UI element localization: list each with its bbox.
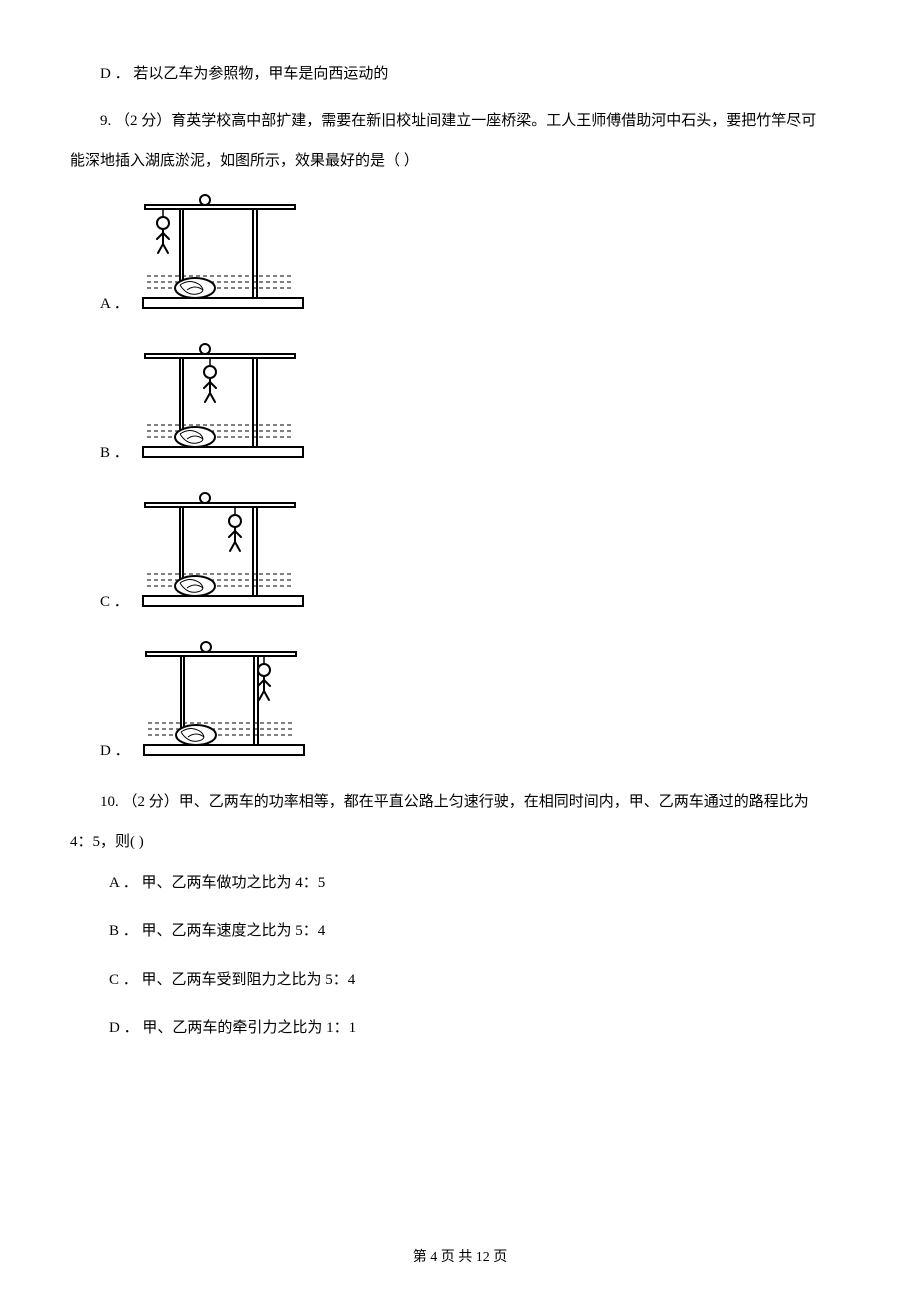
- q10-text-line1: 10. （2 分）甲、乙两车的功率相等，都在平直公路上匀速行驶，在相同时间内，甲…: [70, 788, 850, 817]
- q9-text-line2: 能深地插入湖底淤泥，如图所示，效果最好的是（ ）: [70, 147, 850, 176]
- q9-option-a-label: A ．: [100, 290, 129, 323]
- page-footer: 第 4 页 共 12 页: [0, 1245, 920, 1272]
- q10-text-line2: 4：5，则( ): [70, 828, 850, 857]
- q10-option-a: A ． 甲、乙两车做功之比为 4：5: [70, 869, 850, 898]
- question-10: 10. （2 分）甲、乙两车的功率相等，都在平直公路上匀速行驶，在相同时间内，甲…: [70, 788, 850, 1043]
- q10-option-d: D ． 甲、乙两车的牵引力之比为 1：1: [70, 1014, 850, 1043]
- q9-option-c-label: C ．: [100, 588, 129, 621]
- question-9: 9. （2 分）育英学校高中部扩建，需要在新旧校址间建立一座桥梁。工人王师傅借助…: [70, 107, 850, 770]
- q9-text-line1: 9. （2 分）育英学校高中部扩建，需要在新旧校址间建立一座桥梁。工人王师傅借助…: [70, 107, 850, 136]
- q9-diagram-c: [135, 486, 315, 621]
- q9-diagram-d: [136, 635, 316, 770]
- q9-option-a: A ．: [100, 188, 850, 323]
- q9-option-d: D ．: [100, 635, 850, 770]
- prev-option-d: D ． 若以乙车为参照物，甲车是向西运动的: [70, 60, 850, 89]
- q10-option-b: B ． 甲、乙两车速度之比为 5：4: [70, 917, 850, 946]
- q9-option-d-label: D ．: [100, 737, 130, 770]
- q10-option-c: C ． 甲、乙两车受到阻力之比为 5：4: [70, 966, 850, 995]
- q9-option-c: C ．: [100, 486, 850, 621]
- q9-diagram-b: [135, 337, 315, 472]
- q9-diagram-a: [135, 188, 315, 323]
- q9-option-b: B ．: [100, 337, 850, 472]
- q9-option-b-label: B ．: [100, 439, 129, 472]
